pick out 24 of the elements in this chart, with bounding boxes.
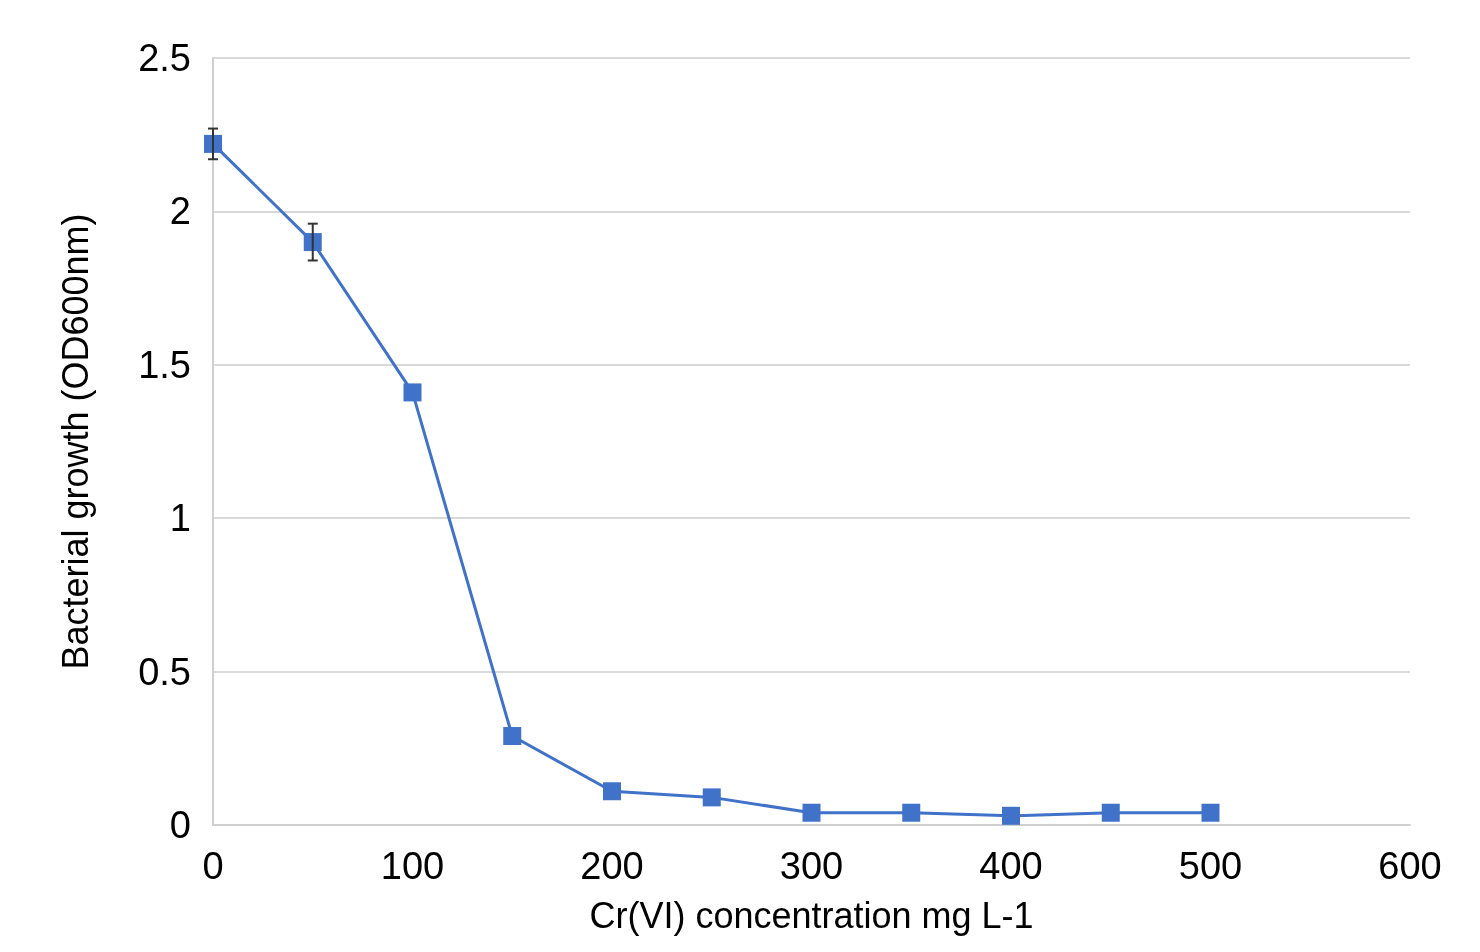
- y-tick-label: 1.5: [138, 343, 191, 386]
- point: [1101, 803, 1120, 822]
- point: [902, 803, 921, 822]
- y-tick-label: 0: [169, 804, 191, 846]
- point: [1002, 806, 1020, 825]
- y-tick-label: 2.5: [138, 37, 191, 79]
- x-tick-label: 600: [1378, 845, 1442, 887]
- x-tick-label: 400: [979, 845, 1043, 887]
- y-tick-label: 0.5: [138, 650, 191, 693]
- y-axis-title: Bacterial growth (OD600nm): [54, 213, 96, 670]
- y-tick-label: 1: [169, 497, 191, 540]
- y-tick-label: 2: [169, 190, 191, 233]
- x-tick-label: 300: [779, 845, 844, 887]
- point: [403, 383, 422, 402]
- point: [603, 782, 621, 801]
- point: [702, 788, 721, 807]
- point: [1201, 803, 1220, 822]
- x-tick-label: 100: [380, 845, 445, 887]
- point: [503, 727, 522, 746]
- x-tick-label: 0: [202, 845, 224, 887]
- x-tick-label: 500: [1178, 845, 1243, 887]
- x-tick-label: 200: [580, 845, 644, 887]
- x-axis-title: Cr(VI) concentration mg L-1: [589, 894, 1034, 936]
- point: [802, 803, 821, 822]
